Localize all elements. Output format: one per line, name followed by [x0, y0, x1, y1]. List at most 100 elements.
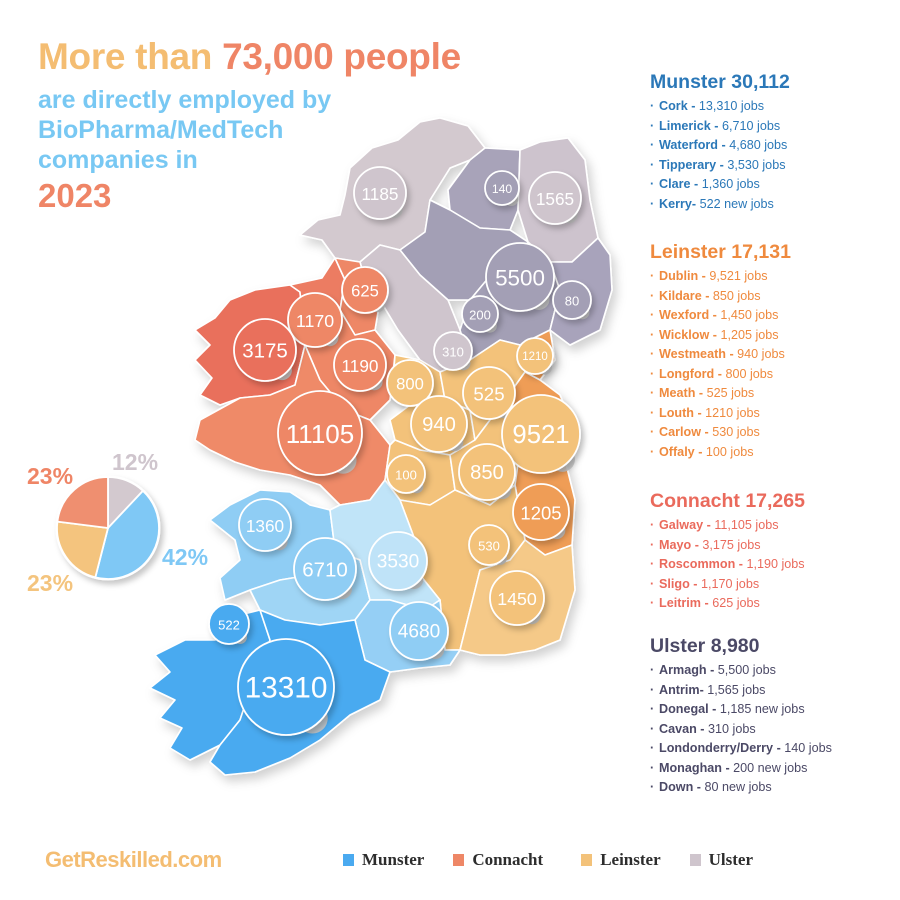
county-separator: -	[709, 327, 721, 342]
county-separator: -	[699, 682, 708, 697]
bullet-icon: ·	[650, 366, 655, 381]
county-separator: -	[706, 663, 718, 677]
bubble-label: 1205	[520, 503, 561, 524]
bubble-circle	[433, 331, 473, 371]
county-jobs: 1,565 jobs	[707, 682, 766, 697]
county-name: Sligo	[659, 576, 690, 591]
county-item: · Londonderry/Derry - 140 jobs	[650, 739, 832, 759]
bubble-circle	[489, 570, 545, 626]
county-jobs: 3,175 jobs	[702, 537, 761, 552]
legend-swatch	[343, 854, 354, 866]
county-separator: -	[721, 760, 734, 775]
county-separator: -	[690, 177, 702, 191]
bullet-icon: ·	[650, 425, 655, 439]
county-bubble: 140	[484, 170, 520, 207]
county-separator: -	[701, 596, 713, 610]
legend-item-munster: Munster	[343, 850, 424, 870]
county-jobs: 1,450 jobs	[720, 308, 779, 322]
county-jobs: 1,205 jobs	[720, 327, 779, 342]
county-jobs: 6,710 jobs	[722, 118, 781, 133]
county-item: · Down - 80 new jobs	[650, 778, 832, 798]
county-jobs: 940 jobs	[737, 347, 785, 361]
bubble-label: 3175	[242, 340, 288, 363]
bubble-circle	[485, 242, 555, 312]
province-leinster: Leinster 17,131 · Dublin - 9,521 jobs · Kil…	[650, 241, 791, 462]
county-item: · Wicklow - 1,205 jobs	[650, 326, 791, 346]
county-item: · Cavan - 310 jobs	[650, 720, 832, 740]
county-jobs: 11,105 jobs	[714, 518, 779, 532]
county-jobs: 310 jobs	[708, 721, 756, 736]
legend-label: Ulster	[708, 850, 753, 869]
bubble-label: 525	[473, 384, 504, 405]
county-item: · Meath - 525 jobs	[650, 384, 791, 404]
pie-label-connacht: 23%	[27, 463, 74, 489]
legend-label: Munster	[362, 850, 425, 869]
brand-logo-text: GetReskilled.com	[45, 847, 222, 872]
bubble-label: 625	[351, 282, 379, 301]
bubble-circle	[462, 366, 516, 420]
bullet-icon: ·	[650, 405, 655, 420]
province-munster: Munster 30,112 · Cork - 13,310 jobs · Limer…	[650, 71, 790, 214]
county-bubble: 1190	[333, 338, 387, 392]
county-name: Galway	[659, 518, 704, 532]
headline-year: 2023	[38, 177, 112, 214]
bubble-label: 5500	[495, 266, 545, 291]
bubble-label: 310	[442, 345, 464, 360]
bubble-label: 1360	[246, 516, 284, 536]
county-item: · Clare - 1,360 jobs	[650, 175, 790, 195]
bubble-label: 11105	[286, 419, 354, 449]
county-name: Roscommon	[659, 557, 736, 571]
county-item: · Cork - 13,310 jobs	[650, 97, 790, 117]
headline-line3: BioPharma/MedTech	[38, 116, 284, 144]
county-bubble: 1170	[287, 292, 343, 348]
county-separator: -	[693, 405, 706, 420]
bubble-label: 850	[470, 462, 504, 484]
bubble-circle	[386, 454, 426, 494]
county-name: Limerick	[659, 118, 711, 133]
bullet-icon: ·	[650, 269, 655, 283]
county-name: Armagh	[659, 663, 707, 677]
bullet-icon: ·	[650, 760, 655, 775]
county-separator: -	[695, 386, 707, 400]
legend-label: Leinster	[600, 850, 661, 869]
county-bubble: 310	[433, 331, 473, 371]
county-item: · Antrim- 1,565 jobs	[650, 681, 832, 701]
county-separator: -	[703, 518, 715, 532]
bullet-icon: ·	[650, 596, 655, 610]
bullet-icon: ·	[650, 780, 655, 794]
county-item: · Kerry- 522 new jobs	[650, 195, 790, 215]
bubble-circle	[389, 601, 449, 661]
bubble-circle	[341, 266, 389, 314]
county-jobs: 1,170 jobs	[701, 576, 760, 591]
county-jobs: 522 new jobs	[699, 196, 774, 211]
county-jobs: 4,680 jobs	[729, 138, 788, 152]
county-bubble: 11105	[277, 390, 363, 476]
bubble-circle	[410, 395, 468, 453]
county-name: Cork	[659, 99, 688, 113]
county-name: Kerry	[659, 196, 692, 211]
county-bubble: 1205	[512, 483, 570, 541]
province-title: Ulster 8,980	[650, 635, 760, 657]
bullet-icon: ·	[650, 741, 655, 755]
bubble-label: 1565	[536, 189, 574, 209]
bullet-icon: ·	[650, 663, 655, 677]
bubble-circle	[468, 524, 510, 566]
county-bubble: 625	[341, 266, 389, 314]
bullet-icon: ·	[650, 537, 655, 552]
bullet-icon: ·	[650, 347, 655, 361]
county-name: Wicklow	[659, 327, 710, 342]
bullet-icon: ·	[650, 386, 655, 400]
legend-swatch	[453, 854, 465, 866]
county-bubble: 800	[386, 359, 434, 407]
headline-line4: companies in	[38, 146, 198, 174]
bubble-label: 940	[422, 414, 456, 436]
county-item: · Kildare - 850 jobs	[650, 287, 791, 307]
bullet-icon: ·	[650, 576, 655, 591]
county-bubble: 5500	[485, 242, 555, 312]
county-item: · Galway - 11,105 jobs	[650, 516, 805, 536]
county-item: · Carlow - 530 jobs	[650, 423, 791, 443]
bullet-icon: ·	[650, 518, 655, 532]
bubble-label: 800	[396, 375, 424, 394]
bubble-label: 13310	[245, 672, 328, 705]
county-name: Clare	[659, 177, 691, 191]
